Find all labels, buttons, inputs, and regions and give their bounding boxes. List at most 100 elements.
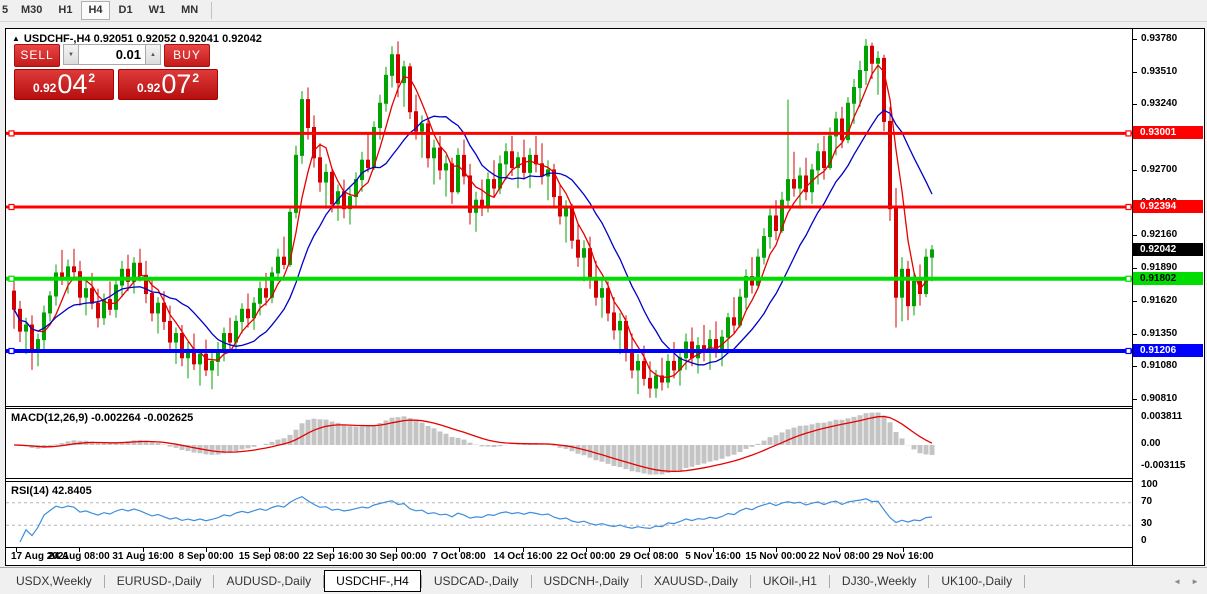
macd-scale-label: -0.003115 bbox=[1141, 459, 1186, 471]
price-badge-0.91206: 0.91206 bbox=[1133, 343, 1203, 357]
rsi-indicator-pane[interactable]: RSI(14) 42.8405 bbox=[6, 481, 1133, 548]
date-label: 15 Nov 00:00 bbox=[745, 551, 807, 562]
main-chart-pane[interactable]: ▲ USDCHF-,H4 0.92051 0.92052 0.92041 0.92… bbox=[6, 29, 1133, 407]
macd-scale-label: 0.00 bbox=[1141, 438, 1161, 449]
volume-increase-button[interactable]: ▲ bbox=[145, 44, 161, 65]
symbol-period-label: USDCHF-,H4 bbox=[23, 33, 91, 45]
rsi-scale-label: 0 bbox=[1141, 535, 1147, 546]
price-tick-dash bbox=[1133, 104, 1137, 106]
chart-tab-usdcad-daily[interactable]: USDCAD-,Daily bbox=[433, 574, 519, 588]
tab-separator bbox=[640, 574, 642, 588]
date-label: 15 Sep 08:00 bbox=[238, 551, 300, 562]
buy-price-display[interactable]: 0.92 07 2 bbox=[118, 69, 218, 100]
price-tick-dash bbox=[1133, 300, 1137, 302]
date-label: 14 Oct 16:00 bbox=[493, 551, 553, 562]
chart-tab-eurusd-daily[interactable]: EURUSD-,Daily bbox=[116, 574, 202, 588]
chart-window: ▲ USDCHF-,H4 0.92051 0.92052 0.92041 0.92… bbox=[5, 28, 1205, 566]
rsi-label: RSI(14) 42.8405 bbox=[11, 485, 92, 497]
collapse-icon[interactable]: ▲ bbox=[12, 34, 20, 43]
macd-plot[interactable] bbox=[6, 409, 1133, 478]
chart-tab-xauusd-daily[interactable]: XAUUSD-,Daily bbox=[653, 574, 738, 588]
date-label: 22 Oct 00:00 bbox=[556, 551, 616, 562]
price-tick-dash bbox=[1133, 39, 1137, 40]
price-tick-dash bbox=[1133, 398, 1137, 400]
rsi-plot[interactable] bbox=[6, 482, 1133, 547]
date-label: 29 Oct 08:00 bbox=[619, 551, 679, 562]
date-label: 8 Sep 00:00 bbox=[178, 551, 234, 562]
tab-separator bbox=[420, 574, 422, 588]
date-tick bbox=[903, 548, 904, 552]
tab-scroll-left-icon[interactable]: ◄ bbox=[1173, 576, 1182, 586]
timeframe-button-m30[interactable]: M30 bbox=[21, 4, 43, 16]
buy-price-point: 2 bbox=[192, 71, 200, 85]
date-label: 7 Oct 08:00 bbox=[432, 551, 486, 562]
date-tick bbox=[459, 548, 460, 552]
timeframe-button-5[interactable]: 5 bbox=[2, 4, 9, 16]
price-tick-label: 0.91890 bbox=[1141, 262, 1178, 274]
date-axis[interactable]: 17 Aug 2021 24 Aug 08:00 31 Aug 16:00 8 Sep… bbox=[6, 548, 1133, 565]
price-tick-label: 0.91080 bbox=[1141, 360, 1178, 372]
date-tick bbox=[269, 548, 270, 552]
date-label: 17 Aug 2021 bbox=[11, 551, 69, 562]
tab-separator bbox=[103, 574, 105, 588]
chart-tab-uk100-daily[interactable]: UK100-,Daily bbox=[941, 574, 1013, 588]
chart-tab-usdcnh-daily[interactable]: USDCNH-,Daily bbox=[543, 574, 629, 588]
volume-input[interactable] bbox=[79, 44, 145, 65]
timeframe-button-h4[interactable]: H4 bbox=[81, 1, 110, 20]
chart-tab-audusd-daily[interactable]: AUDUSD-,Daily bbox=[226, 574, 312, 588]
date-label: 30 Sep 00:00 bbox=[365, 551, 427, 562]
price-tick-dash bbox=[1133, 169, 1137, 171]
date-tick bbox=[649, 548, 650, 552]
chart-tab-ukoil-h1[interactable]: UKOil-,H1 bbox=[762, 574, 817, 588]
timeframe-toolbar: 5 M30 H1 H4 D1 W1 MN bbox=[0, 0, 1207, 22]
chart-tab-dj30-weekly[interactable]: DJ30-,Weekly bbox=[841, 574, 917, 588]
date-label: 29 Nov 16:00 bbox=[872, 551, 934, 562]
tab-scroll-right-icon[interactable]: ► bbox=[1191, 576, 1199, 586]
toolbar-separator bbox=[211, 2, 213, 19]
rsi-scale-label: 100 bbox=[1141, 479, 1158, 490]
price-badge-0.92394: 0.92394 bbox=[1133, 199, 1203, 213]
date-tick bbox=[333, 548, 334, 552]
sell-price-display[interactable]: 0.92 04 2 bbox=[14, 69, 114, 100]
price-tick-dash bbox=[1133, 268, 1137, 270]
date-label: 22 Sep 16:00 bbox=[302, 551, 364, 562]
volume-decrease-button[interactable]: ▼ bbox=[63, 44, 79, 65]
date-label: 31 Aug 16:00 bbox=[112, 551, 174, 562]
price-tick-label: 0.91620 bbox=[1141, 294, 1178, 306]
macd-indicator-pane[interactable]: MACD(12,26,9) -0.002264 -0.002625 bbox=[6, 408, 1133, 479]
chart-tab-usdx-weekly[interactable]: USDX,Weekly bbox=[16, 574, 92, 588]
rsi-scale-label: 30 bbox=[1141, 518, 1153, 530]
price-tick-dash bbox=[1133, 333, 1137, 335]
tab-separator bbox=[828, 574, 830, 588]
tab-separator bbox=[749, 574, 751, 588]
date-tick bbox=[206, 548, 207, 552]
date-tick bbox=[143, 548, 144, 552]
chart-tab-usdchf-h4[interactable]: USDCHF-,H4 bbox=[324, 570, 421, 592]
date-label: 22 Nov 08:00 bbox=[808, 551, 870, 562]
tab-separator bbox=[323, 574, 325, 588]
buy-button[interactable]: BUY bbox=[164, 44, 210, 67]
macd-scale-label: 0.003811 bbox=[1141, 411, 1183, 423]
date-tick bbox=[713, 548, 714, 552]
chart-tab-bar: USDX,Weekly EURUSD-,Daily AUDUSD-,Daily USD… bbox=[0, 567, 1207, 594]
sell-price-point: 2 bbox=[88, 71, 96, 85]
tab-separator bbox=[530, 574, 532, 588]
timeframe-button-w1[interactable]: W1 bbox=[148, 4, 166, 16]
date-label: 5 Nov 16:00 bbox=[685, 551, 741, 562]
date-tick bbox=[16, 548, 17, 552]
price-badge-0.91802: 0.91802 bbox=[1133, 271, 1203, 285]
tab-scroll-arrows: ◄ ► bbox=[1173, 568, 1199, 594]
price-scale[interactable]: 0.937800.935100.932400.929700.927000.924… bbox=[1132, 29, 1204, 565]
price-tick-label: 0.91350 bbox=[1141, 327, 1178, 339]
one-click-trade-panel: SELL ▼ ▲ BUY 0.92 04 2 0.92 07 2 bbox=[14, 44, 222, 100]
date-label: 24 Aug 08:00 bbox=[48, 551, 110, 562]
candlestick-chart[interactable] bbox=[6, 29, 1133, 406]
price-tick-label: 0.93510 bbox=[1141, 65, 1178, 77]
ohlc-values: 0.92051 0.92052 0.92041 0.92042 bbox=[93, 33, 262, 45]
date-tick bbox=[776, 548, 777, 552]
price-tick-dash bbox=[1133, 366, 1137, 368]
timeframe-button-mn[interactable]: MN bbox=[181, 4, 199, 16]
sell-button[interactable]: SELL bbox=[14, 44, 60, 67]
timeframe-button-d1[interactable]: D1 bbox=[118, 4, 133, 16]
timeframe-button-h1[interactable]: H1 bbox=[58, 4, 73, 16]
